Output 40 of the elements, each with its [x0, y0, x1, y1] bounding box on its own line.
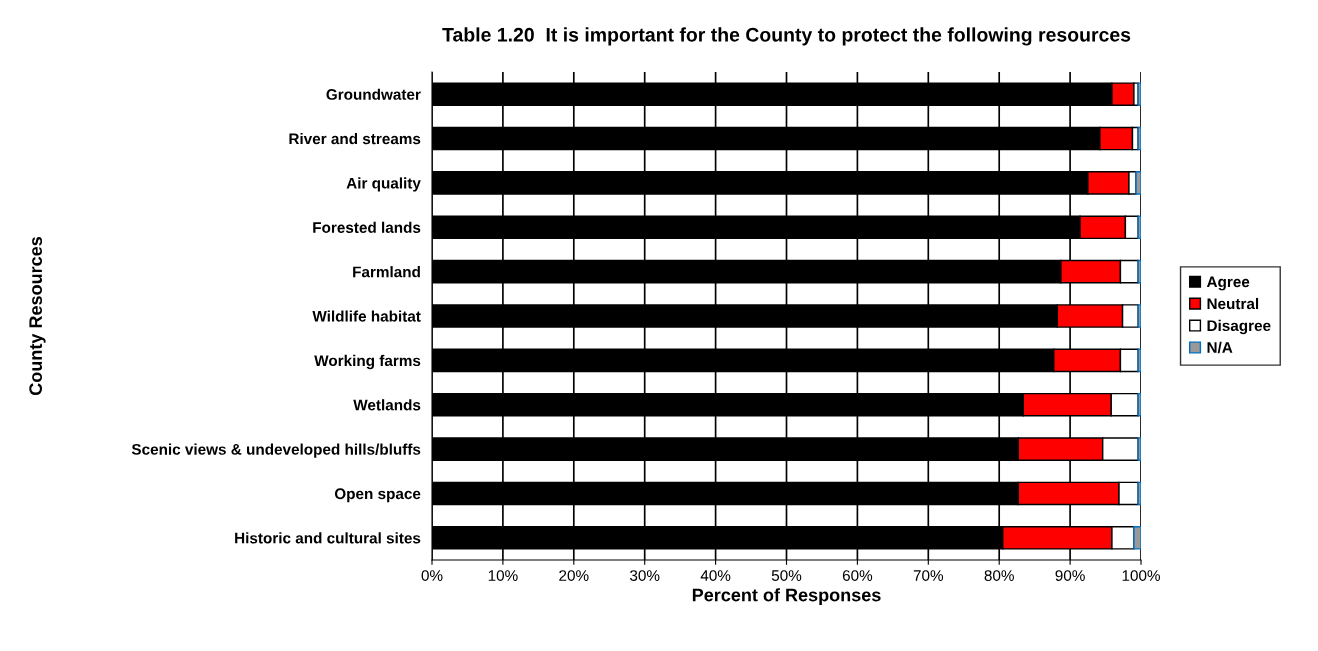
- bar: [1135, 171, 1141, 195]
- bar: [1137, 481, 1141, 506]
- bar: [1137, 82, 1141, 106]
- y-tick-label: Forested lands: [313, 221, 421, 233]
- bar: [1137, 348, 1141, 373]
- y-tick-label: Wildlife habitat: [312, 310, 421, 322]
- y-tick-label: Wetlands: [353, 399, 421, 411]
- bar: [1137, 259, 1141, 284]
- legend-label: Disagree: [1207, 319, 1271, 335]
- bar: [1133, 526, 1141, 550]
- y-tick-label: Groundwater: [326, 88, 421, 100]
- y-tick-label: Scenic views & undeveloped hills/bluffs: [131, 443, 421, 458]
- bar: [1137, 215, 1141, 240]
- chart-title: Table 1.20 It is important for the County to protect the following resources: [442, 27, 1131, 46]
- y-axis-title: County Resources: [29, 236, 46, 396]
- y-tick-label: Farmland: [353, 266, 420, 278]
- y-tick-label: River and streams: [289, 133, 421, 145]
- bar: [1137, 437, 1141, 461]
- x-tick-label: 0%: [421, 570, 443, 581]
- x-tick-label: 20%: [559, 570, 589, 581]
- bar: [1137, 392, 1141, 417]
- y-tick-label: Open space: [334, 488, 421, 503]
- x-tick-label: 40%: [700, 570, 731, 581]
- bar: [1137, 304, 1141, 328]
- x-axis-title: Percent of Responses: [692, 588, 881, 605]
- x-tick-label: 50%: [771, 570, 802, 581]
- y-tick-label: Air quality: [346, 177, 421, 192]
- bar: [1137, 126, 1141, 151]
- x-tick-label: 60%: [842, 570, 873, 581]
- legend-label: Agree: [1206, 276, 1250, 291]
- x-tick-label: 100%: [1122, 570, 1160, 581]
- x-tick-label: 10%: [488, 570, 518, 581]
- legend-label: Neutral: [1207, 297, 1259, 310]
- x-tick-label: 70%: [913, 570, 944, 581]
- x-tick-label: 90%: [1055, 570, 1085, 581]
- y-tick-label: Historic and cultural sites: [235, 532, 421, 544]
- y-tick-label: Working farms: [314, 354, 421, 370]
- legend-label: N/A: [1207, 341, 1233, 354]
- x-tick-label: 80%: [984, 570, 1014, 581]
- x-tick-label: 30%: [629, 570, 660, 581]
